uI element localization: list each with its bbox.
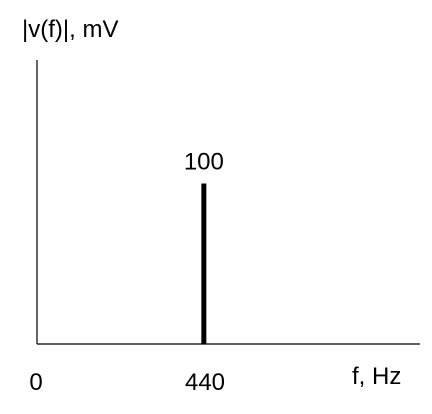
x-tick-label-0: 0 (29, 369, 42, 396)
data-label-0-0: 100 (184, 149, 224, 176)
y-axis-label: |v(f)|, mV (22, 16, 118, 43)
x-axis-label: f, Hz (352, 363, 401, 390)
spectral-lines: 100 (184, 149, 224, 344)
x-tick-label-1: 440 (185, 369, 225, 396)
